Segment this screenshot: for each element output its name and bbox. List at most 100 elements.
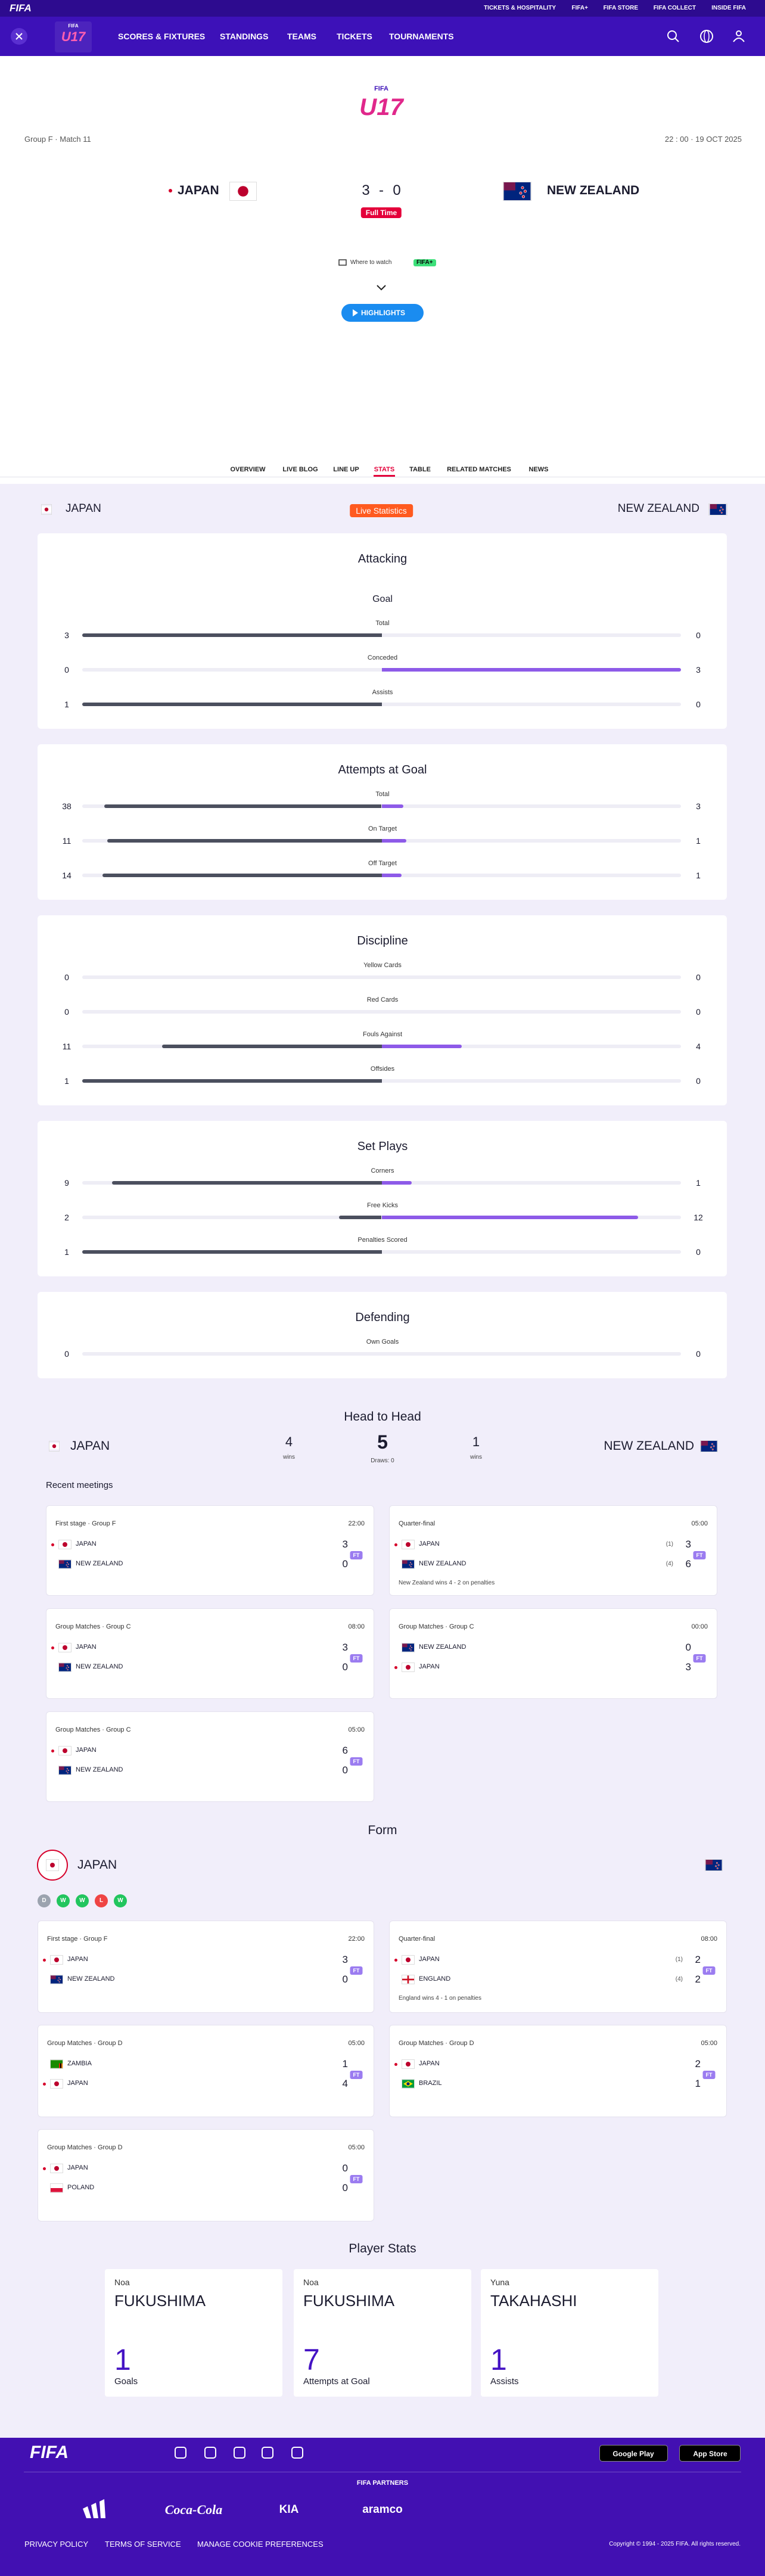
- footer-link[interactable]: PRIVACY POLICY: [24, 2540, 89, 2549]
- flag-disc: [406, 1665, 411, 1670]
- tv-icon: [338, 259, 347, 266]
- where-to-watch[interactable]: Where to watch: [350, 259, 392, 266]
- flag: [402, 1560, 414, 1568]
- h2h-draws: Draws: 0: [371, 1458, 394, 1464]
- tab[interactable]: NEWS: [528, 466, 549, 474]
- tab[interactable]: OVERVIEW: [230, 466, 266, 474]
- stat-away-value: 3: [696, 801, 701, 811]
- footer-link[interactable]: TERMS OF SERVICE: [105, 2540, 181, 2549]
- h2h-wins-label: wins: [469, 1454, 483, 1461]
- stat-label: Own Goals: [366, 1338, 399, 1346]
- player-card: [294, 2269, 471, 2397]
- nav-link[interactable]: TOURNAMENTS: [389, 31, 454, 41]
- stat-bar-away: [381, 668, 681, 672]
- social-icon: [175, 2447, 186, 2459]
- flag: [402, 1975, 414, 1984]
- player-card: [105, 2269, 282, 2397]
- flag-disc: [54, 1957, 59, 1962]
- top-link[interactable]: FIFA COLLECT: [653, 5, 696, 11]
- match-card[interactable]: [389, 2025, 727, 2117]
- team-dot: [51, 1543, 54, 1546]
- app-store-badge[interactable]: [679, 2445, 741, 2462]
- stat-home-value: 0: [64, 1348, 69, 1359]
- nav-link[interactable]: TEAMS: [287, 31, 316, 41]
- card-score: 1: [695, 2077, 701, 2089]
- top-link[interactable]: FIFA STORE: [603, 5, 638, 11]
- flag-star: [716, 1862, 718, 1864]
- card-score: 0: [342, 1558, 348, 1570]
- stat-track: [82, 633, 681, 637]
- card-time: 22:00: [348, 1935, 365, 1943]
- partners-title: FIFA PARTNERS: [356, 2479, 409, 2487]
- card-stage: Group Matches · Group D: [399, 2040, 474, 2047]
- google-play-badge[interactable]: [599, 2445, 668, 2462]
- match-card[interactable]: [38, 1921, 374, 2013]
- stat-label: Fouls Against: [362, 1031, 403, 1039]
- match-card[interactable]: [389, 1608, 717, 1699]
- stat-bar-home: [112, 1181, 382, 1185]
- top-link[interactable]: TICKETS & HOSPITALITY: [484, 5, 556, 11]
- flag-star: [409, 1645, 412, 1647]
- stat-label: Corners: [371, 1167, 394, 1175]
- player-first: Yuna: [490, 2277, 509, 2287]
- tab[interactable]: RELATED MATCHES: [447, 466, 511, 474]
- team-dot: [43, 2083, 46, 2086]
- flag: [402, 2080, 414, 2088]
- header-logo-name: U17: [359, 94, 403, 120]
- match-card[interactable]: [46, 1505, 374, 1596]
- nav-link[interactable]: STANDINGS: [220, 31, 269, 41]
- flag: [59, 1747, 71, 1755]
- tab[interactable]: TABLE: [409, 466, 431, 474]
- match-card[interactable]: [389, 1921, 727, 2013]
- flag: [49, 1443, 59, 1450]
- user-icon-body: [733, 38, 745, 42]
- stat-group-title: Set Plays: [357, 1140, 408, 1153]
- flag: [59, 1766, 71, 1775]
- social-icon: [234, 2447, 245, 2459]
- stats-badge: Live Statistics: [350, 504, 413, 518]
- match-card[interactable]: [38, 2129, 374, 2221]
- card-team: JAPAN: [67, 1956, 88, 1963]
- team-dot: [394, 1666, 397, 1669]
- flag: [51, 2164, 63, 2173]
- stat-bar-home: [82, 703, 382, 706]
- stat-away-value: 3: [696, 664, 701, 675]
- stat-home-value: 14: [62, 870, 71, 880]
- card-badge: FT: [702, 2070, 716, 2080]
- form-title: Form: [368, 1823, 397, 1838]
- tab[interactable]: STATS: [374, 466, 395, 474]
- card-team: JAPAN: [76, 1540, 97, 1548]
- user-icon-head: [736, 30, 742, 36]
- stat-away-value: 0: [696, 1076, 701, 1086]
- nav-link[interactable]: SCORES & FIXTURES: [118, 31, 206, 41]
- globe-icon: [700, 30, 713, 43]
- card-team: POLAND: [67, 2184, 95, 2192]
- top-link[interactable]: INSIDE FIFA: [711, 5, 746, 11]
- team-dot: [394, 2063, 397, 2066]
- match-card[interactable]: [38, 2025, 374, 2117]
- nav-link[interactable]: TICKETS: [337, 31, 372, 41]
- tab[interactable]: LINE UP: [333, 466, 359, 474]
- flag-star: [720, 506, 722, 508]
- match-card[interactable]: [46, 1711, 374, 1802]
- card-team: JAPAN: [419, 1663, 440, 1671]
- form-team: JAPAN: [77, 1858, 117, 1872]
- flag-star: [722, 508, 724, 511]
- flag-canton: [402, 1560, 408, 1564]
- nav-bar: [0, 17, 765, 56]
- home-score: 3: [362, 182, 370, 198]
- stat-track: [82, 703, 681, 706]
- match-status: Full Time: [360, 207, 402, 219]
- stat-bar-home: [82, 1079, 382, 1083]
- card-team: ZAMBIA: [67, 2060, 92, 2068]
- flag: [59, 1663, 71, 1671]
- stat-bar-home: [104, 804, 382, 808]
- match-card[interactable]: [46, 1608, 374, 1699]
- form-result-label: W: [79, 1897, 85, 1904]
- top-link[interactable]: FIFA+: [571, 5, 588, 11]
- card-stage: Group Matches · Group C: [55, 1726, 131, 1734]
- tab[interactable]: LIVE BLOG: [282, 466, 318, 474]
- footer-link[interactable]: MANAGE COOKIE PREFERENCES: [197, 2540, 324, 2549]
- match-card[interactable]: [389, 1505, 717, 1596]
- player-stats-title: Player Stats: [349, 2242, 416, 2256]
